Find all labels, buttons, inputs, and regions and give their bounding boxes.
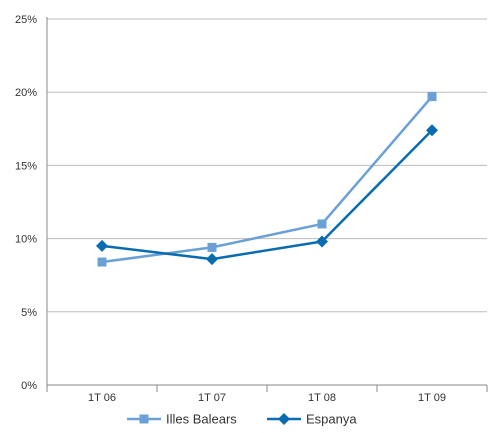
data-point-illes-balears — [427, 92, 437, 102]
grid-layer — [47, 18, 487, 313]
data-point-espanya — [426, 124, 438, 137]
y-tick-label: 15% — [15, 160, 37, 172]
data-point-espanya — [206, 253, 218, 266]
legend-item-illes-balears: Illes Balears — [127, 412, 237, 427]
y-tick-label: 10% — [15, 234, 37, 246]
series-line-espanya — [101, 129, 433, 261]
series-line-illes-balears — [101, 95, 433, 264]
legend-marker-icon — [139, 414, 149, 424]
data-point-espanya — [316, 235, 328, 248]
y-tick-label: 25% — [15, 14, 37, 26]
x-tick-label: 1T 09 — [418, 392, 446, 404]
legend-item-espanya: Espanya — [267, 412, 357, 427]
y-tick-label: 5% — [21, 307, 37, 319]
x-tick-label: 1T 08 — [308, 392, 336, 404]
legend-marker-icon — [278, 413, 290, 425]
legend-label: Espanya — [306, 412, 357, 427]
series-layer — [96, 92, 438, 267]
x-tick-label: 1T 06 — [88, 392, 116, 404]
y-tick-label: 20% — [15, 87, 37, 99]
data-point-espanya — [96, 239, 108, 252]
legend: Illes Balears Espanya — [127, 412, 357, 427]
data-point-illes-balears — [207, 242, 217, 252]
axis-layer: 0% 5% 10% 15% 20% 25% 1T 06 1T 07 1T 08 1T 09 — [15, 14, 488, 404]
data-point-illes-balears — [317, 219, 327, 229]
legend-label: Illes Balears — [166, 412, 237, 427]
y-tick-label: 0% — [21, 380, 37, 392]
x-tick-label: 1T 07 — [198, 392, 226, 404]
data-point-illes-balears — [97, 257, 107, 267]
